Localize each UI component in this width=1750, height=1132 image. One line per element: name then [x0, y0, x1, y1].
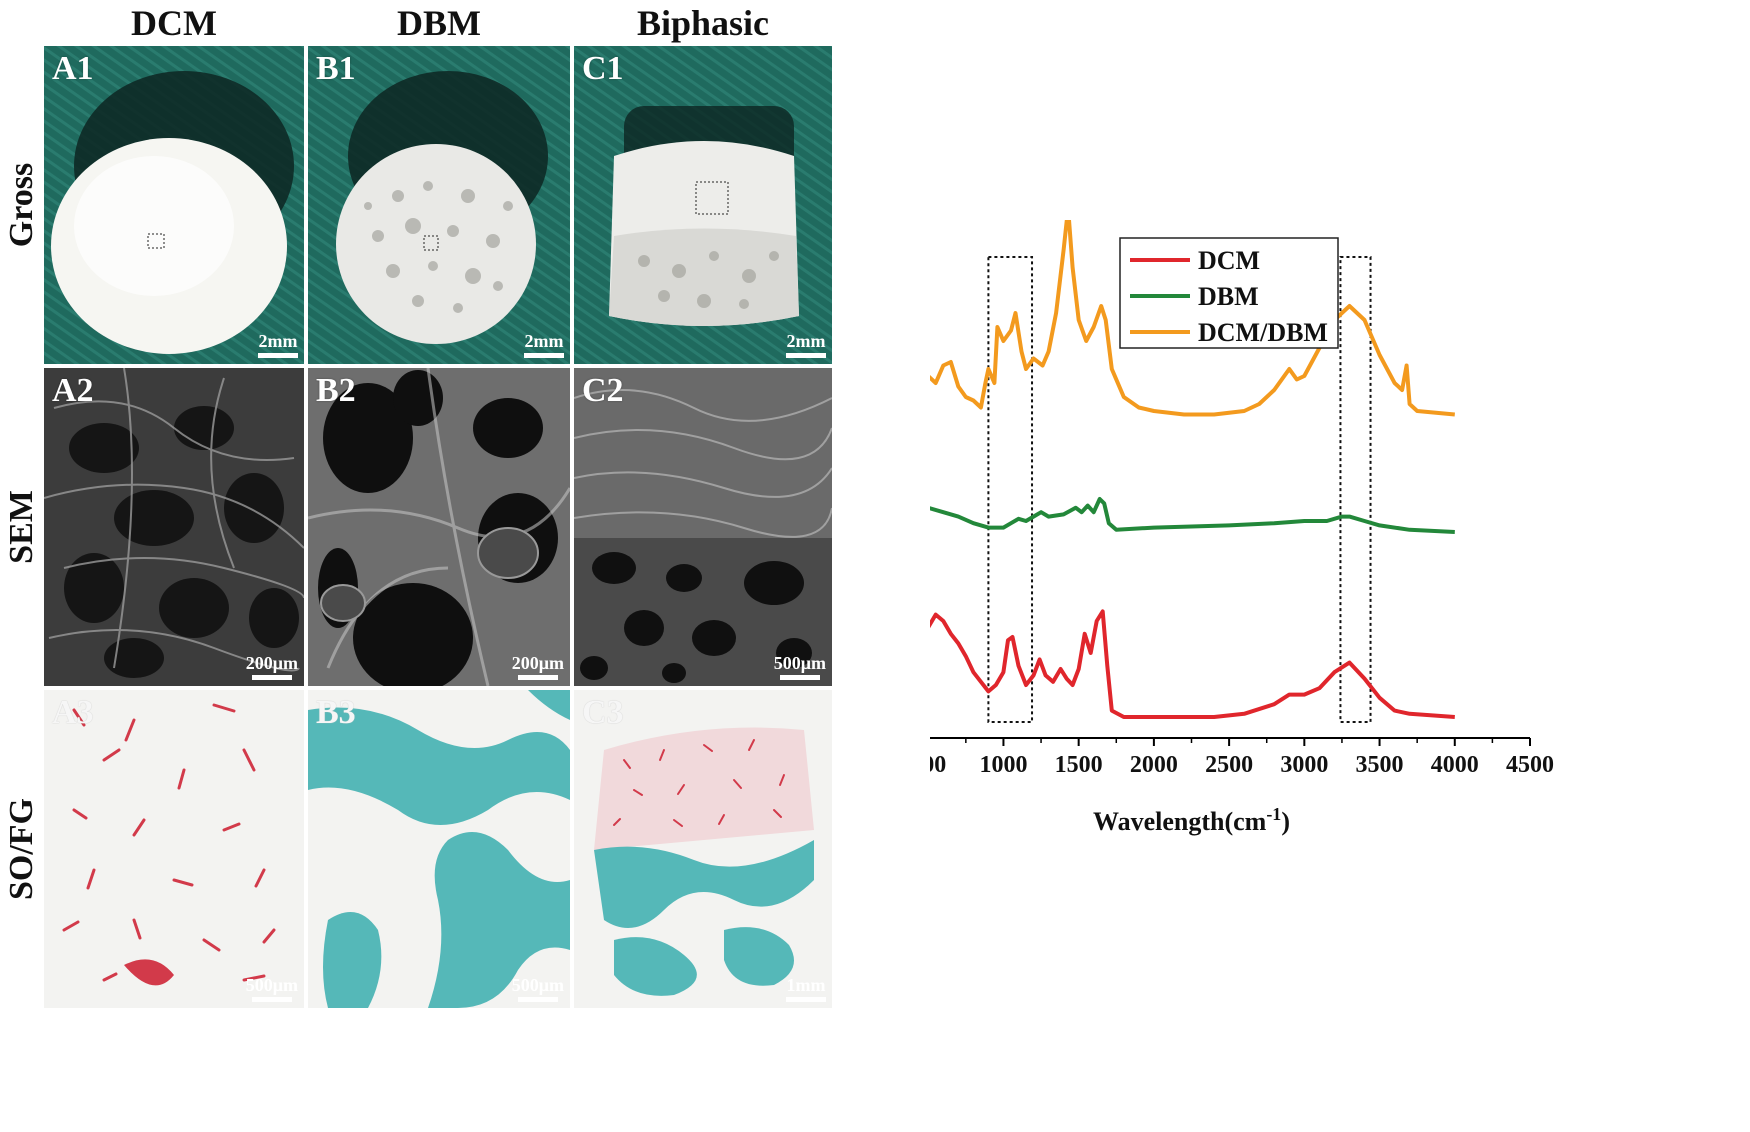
panel-label: A3 — [52, 694, 94, 731]
scale-bar: 500μm — [246, 975, 298, 1002]
ftir-chart: 050010001500200025003000350040004500Wave… — [930, 220, 1554, 836]
legend-entry-0: DCM — [1198, 246, 1260, 275]
col-header-dcm: DCM — [131, 3, 217, 43]
panel-c3-sofg-biphasic: C3 1mm — [574, 690, 832, 1008]
x-axis-label-close: ) — [1281, 807, 1290, 836]
sem-biphasic-image — [574, 368, 832, 686]
panel-label: C2 — [582, 372, 624, 409]
scale-bar-line — [524, 353, 564, 358]
scale-bar: 2mm — [786, 331, 826, 358]
x-tick-label-1500: 1500 — [1055, 752, 1103, 778]
scale-bar: 200μm — [512, 653, 564, 680]
col-header-biphasic: Biphasic — [636, 3, 770, 43]
panel-a2-sem-dcm: A2 200μm — [44, 368, 304, 686]
gross-dcm-image — [44, 46, 304, 364]
legend-box — [1119, 237, 1339, 349]
highlight-region-0 — [987, 256, 1034, 723]
legend-entry-2: DCM/DBM — [1198, 318, 1328, 347]
panel-c2-sem-biphasic: C2 500μm — [574, 368, 832, 686]
legend-entry-1: DBM — [1198, 282, 1259, 311]
sem-dbm-image — [308, 368, 570, 686]
scale-bar-line — [779, 675, 820, 680]
gross-biphasic-image — [574, 46, 832, 364]
row-label-gross: Gross — [3, 46, 41, 364]
x-tick-label-2500: 2500 — [1205, 752, 1253, 778]
x-axis-label: Wavelength(cm-1) — [1093, 804, 1290, 836]
scale-text: 2mm — [258, 331, 298, 351]
scale-bar-line — [251, 675, 292, 680]
x-tick-label-3500: 3500 — [1356, 752, 1404, 778]
scale-text: 2mm — [524, 331, 564, 351]
scale-text: 200μm — [511, 653, 564, 673]
panel-label: A1 — [52, 50, 94, 87]
panel-c1-gross-biphasic: C1 2mm — [574, 46, 832, 364]
scale-bar-line — [786, 997, 826, 1002]
x-tick-label-2000: 2000 — [1130, 752, 1178, 778]
highlight-region-1 — [1339, 256, 1372, 723]
panel-b1-gross-dbm: B1 2mm — [308, 46, 570, 364]
x-tick-label-4500: 4500 — [1506, 752, 1554, 778]
scale-bar: 500μm — [774, 653, 826, 680]
scale-bar: 500μm — [512, 975, 564, 1002]
scale-bar-line — [517, 997, 558, 1002]
series-line-dbm — [930, 497, 1455, 534]
scale-text: 2mm — [786, 331, 826, 351]
scale-bar: 200μm — [246, 653, 298, 680]
panel-label: C3 — [582, 694, 624, 731]
scale-bar-line — [258, 353, 298, 358]
scale-text: 500μm — [245, 975, 298, 995]
panel-b2-sem-dbm: B2 200μm — [308, 368, 570, 686]
scale-bar: 1mm — [786, 975, 826, 1002]
scale-text: 500μm — [511, 975, 564, 995]
scale-text: 500μm — [773, 653, 826, 673]
x-tick-label-3000: 3000 — [1280, 752, 1328, 778]
row-label-sem-text: SEM — [3, 490, 40, 564]
scale-text: 200μm — [245, 653, 298, 673]
x-axis-label-superscript: -1 — [1266, 804, 1281, 824]
row-label-sofg-text: SO/FG — [3, 797, 40, 901]
x-tick-label-500: 500 — [930, 752, 946, 778]
scale-bar: 2mm — [524, 331, 564, 358]
scale-bar-line — [517, 675, 558, 680]
panel-b3-sofg-dbm: B3 500μm — [308, 690, 570, 1008]
panel-label: B1 — [316, 50, 356, 87]
col-header-dbm: DBM — [397, 3, 481, 43]
row-label-gross-text: Gross — [3, 162, 41, 248]
panel-label: B2 — [316, 372, 356, 409]
row-label-sofg: SO/FG — [3, 690, 40, 1008]
gross-dbm-image — [308, 46, 570, 364]
sofg-biphasic-image — [574, 690, 832, 1008]
scale-bar-line — [251, 997, 292, 1002]
scale-text: 1mm — [786, 975, 826, 995]
sofg-dcm-image — [44, 690, 304, 1008]
scale-bar-line — [786, 353, 826, 358]
scale-bar: 2mm — [258, 331, 298, 358]
x-tick-label-1000: 1000 — [979, 752, 1027, 778]
panel-a3-sofg-dcm: A3 500μm — [44, 690, 304, 1008]
panel-label: B3 — [316, 694, 356, 731]
sofg-dbm-image — [308, 690, 570, 1008]
x-tick-label-4000: 4000 — [1431, 752, 1479, 778]
panel-label: C1 — [582, 50, 624, 87]
row-label-sem: SEM — [3, 368, 40, 686]
sem-dcm-image — [44, 368, 304, 686]
series-line-dcm — [930, 609, 1455, 719]
panel-label: A2 — [52, 372, 94, 409]
panel-a1-gross-dcm: A1 2mm — [44, 46, 304, 364]
